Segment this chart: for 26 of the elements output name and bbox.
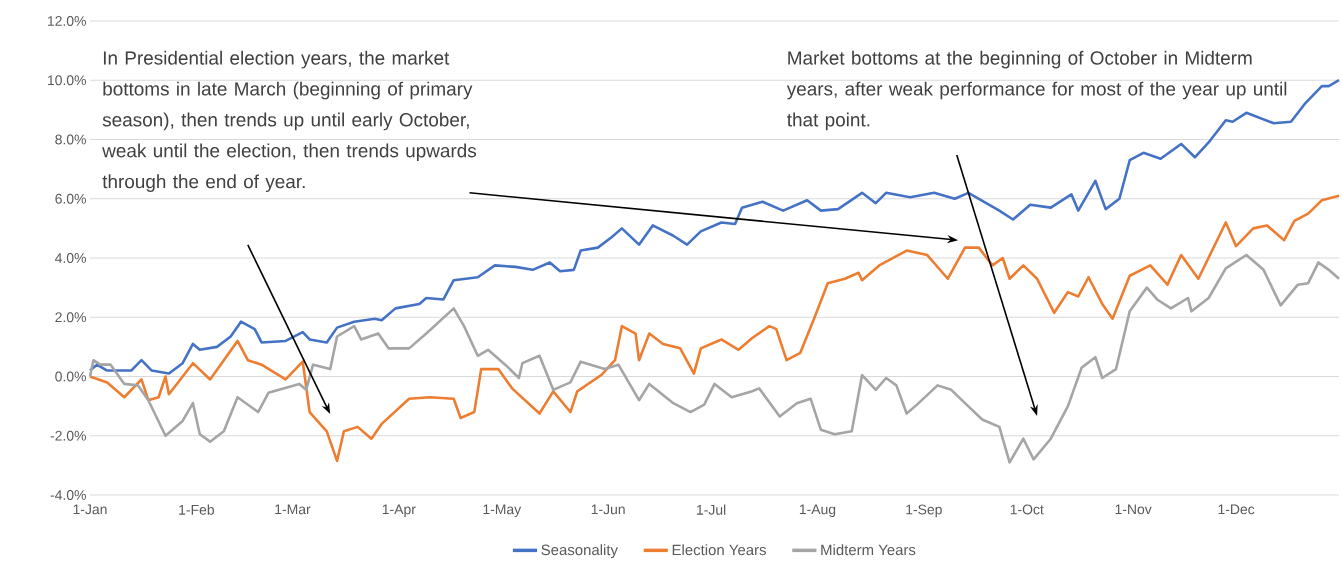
x-tick-label: 1-Sep [906, 504, 942, 518]
annotation: In Presidential election years, the market bottoms in late March (beginning of primary season), then trends up until early October, weak until the election, then trends upwards through the end of year. [102, 50, 477, 192]
x-tick-label: 1-Oct [1010, 504, 1044, 515]
x-tick-label: 1-Apr [382, 504, 416, 518]
y-tick-label: 6.0% [55, 193, 86, 204]
y-tick-label: 8.0% [55, 134, 86, 145]
y-tick-label: 0.0% [55, 371, 86, 382]
annotation: Market bottoms at the beginning of October in Midterm years, after weak performance for most of the year up until that point. [786, 50, 1287, 131]
x-tick-label: 1-Aug [799, 504, 836, 518]
x-tick-label: 1-Dec [1218, 504, 1255, 515]
y-tick-label: -2.0% [50, 430, 86, 441]
x-tick-label: 1-Nov [1115, 504, 1152, 515]
x-tick-label: 1-Feb [179, 504, 214, 515]
y-tick-label: 2.0% [55, 312, 86, 323]
x-tick-label: 1-Mar [275, 504, 311, 515]
legend-label: Midterm Years [821, 544, 916, 556]
y-tick-label: 10.0% [47, 75, 86, 86]
y-tick-label: -4.0% [50, 490, 86, 500]
x-tick-label: 1-May [483, 504, 522, 518]
y-tick-label: 12.0% [47, 16, 86, 26]
x-tick-label: 1-Jan [73, 504, 107, 515]
x-tick-label: 1-Jun [591, 504, 625, 515]
y-tick-label: 4.0% [55, 253, 86, 263]
legend-label: Election Years [672, 544, 766, 556]
x-tick-label: 1-Jul [697, 504, 726, 515]
legend-label: Seasonality [541, 544, 618, 559]
